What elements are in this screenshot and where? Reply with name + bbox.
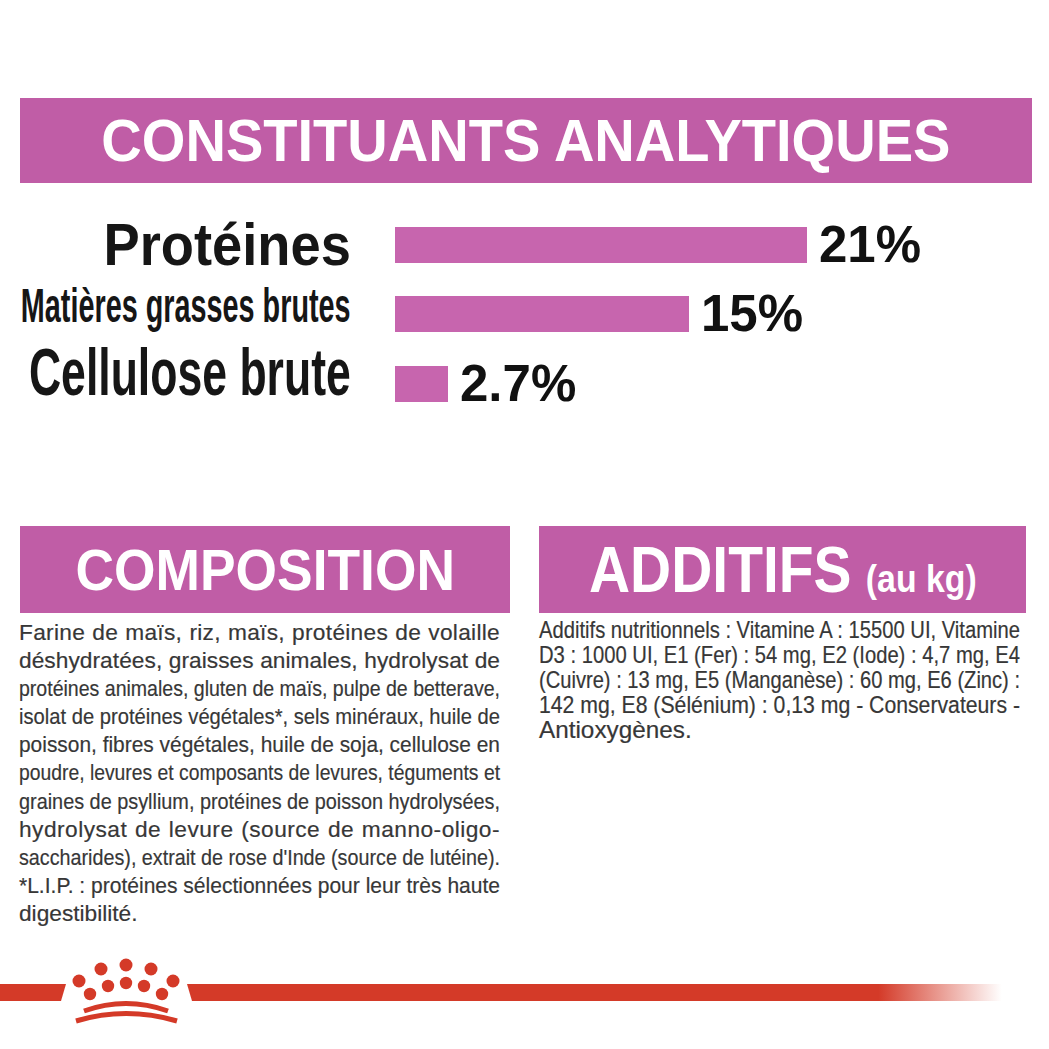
chart-value-label: 15% [701, 296, 803, 332]
text-line: D3 : 1000 UI, E1 (Fer) : 54 mg, E2 (Iode… [539, 642, 1020, 667]
text-line: protéines animales, gluten de maïs, pulp… [19, 674, 500, 702]
additifs-title-suffix: (au kg) [866, 558, 977, 601]
additifs-banner: ADDITIFS (au kg) [539, 526, 1026, 613]
chart-category-label: Cellulose brute [29, 354, 351, 390]
text-line: isolat de protéines végétales*, sels min… [19, 702, 500, 730]
chart-row-matieres-grasses: Matières grasses brutes 15% [0, 296, 1049, 332]
text-line: *L.I.P. : protéines sélectionnées pour l… [19, 871, 500, 899]
text-line: poisson, fibres végétales, huile de soja… [19, 730, 500, 758]
text-line: digestibilité. [19, 899, 138, 927]
composition-banner: COMPOSITION [20, 526, 510, 613]
additifs-title: ADDITIFS [589, 533, 852, 607]
chart-bar [395, 227, 807, 263]
text-line: saccharides), extrait de rose d'Inde (so… [19, 843, 500, 871]
additifs-title-group: ADDITIFS (au kg) [589, 533, 977, 607]
analytical-constituents-title: CONSTITUANTS ANALYTIQUES [101, 107, 950, 175]
divider-line-left [0, 984, 66, 1001]
chart-row-proteines: Protéines 21% [0, 227, 1049, 263]
text-line: (Cuivre) : 13 mg, E5 (Manganèse) : 60 mg… [539, 667, 1020, 692]
text-line: poudre, levures et composants de levures… [19, 758, 500, 786]
text-line: déshydratées, graisses animales, hydroly… [19, 646, 500, 674]
royal-canin-crown-logo [70, 955, 182, 1025]
text-line: Farine de maïs, riz, maïs, protéines de … [19, 618, 500, 646]
chart-value-label: 2.7% [460, 366, 576, 402]
nutrition-facts-panel: CONSTITUANTS ANALYTIQUES Protéines 21% M… [0, 0, 1049, 1049]
text-line: Additifs nutritionnels : Vitamine A : 15… [539, 617, 1020, 642]
text-line: 142 mg, E8 (Sélénium) : 0,13 mg - Conser… [539, 692, 1020, 717]
analytical-constituents-banner: CONSTITUANTS ANALYTIQUES [20, 98, 1032, 183]
divider-line-right [187, 984, 1010, 1001]
text-line: Antioxygènes. [539, 717, 692, 742]
additifs-text: Additifs nutritionnels : Vitamine A : 15… [539, 617, 1020, 742]
composition-text: Farine de maïs, riz, maïs, protéines de … [19, 618, 500, 927]
chart-bar [395, 296, 689, 332]
composition-title: COMPOSITION [75, 536, 454, 603]
text-line: graines de psyllium, protéines de poisso… [19, 787, 500, 815]
chart-category-label: Protéines [104, 227, 351, 263]
chart-row-cellulose: Cellulose brute 2.7% [0, 366, 1049, 402]
chart-bar [395, 366, 448, 402]
chart-value-label: 21% [819, 227, 921, 263]
text-line: hydrolysat de levure (source de manno-ol… [19, 815, 500, 843]
chart-category-label: Matières grasses brutes [21, 288, 351, 324]
